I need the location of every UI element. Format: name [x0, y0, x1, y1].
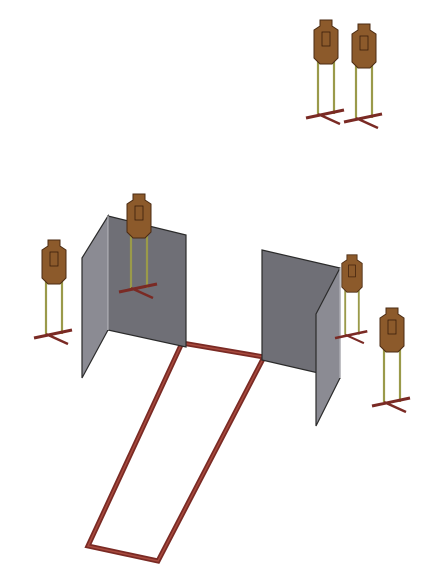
target-right-lower — [370, 306, 412, 414]
shooting-box — [84, 340, 268, 564]
target-top-left — [304, 18, 346, 126]
left-wall — [81, 213, 187, 379]
target-top-right — [342, 22, 384, 130]
target-left — [32, 238, 74, 346]
right-wall — [261, 249, 341, 427]
